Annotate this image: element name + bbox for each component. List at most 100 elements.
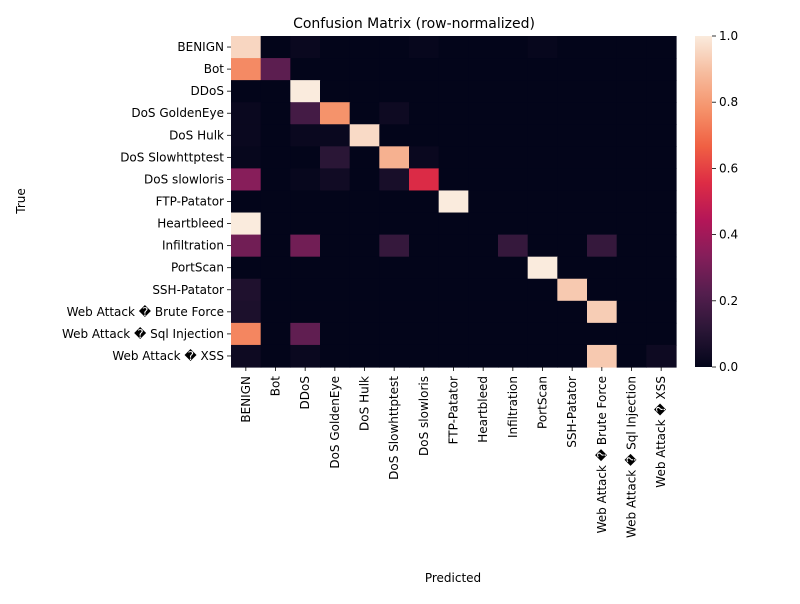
heatmap-cell (379, 168, 410, 192)
heatmap-cell (320, 234, 351, 258)
colorbar-tick-label: 0.2 (719, 294, 738, 308)
heatmap-cell (409, 146, 440, 169)
heatmap-cell (409, 80, 440, 103)
y-tick-label: Web Attack � Sql Injection (62, 327, 224, 341)
x-tick-label: Web Attack � Brute Force (595, 376, 609, 533)
y-tick-label: Infiltration (162, 239, 224, 253)
heatmap-cell (438, 322, 469, 346)
y-tick-label: PortScan (171, 261, 224, 275)
heatmap-cell (349, 124, 380, 147)
heatmap-cell (349, 234, 380, 258)
heatmap-cell (616, 168, 647, 192)
heatmap-cell (320, 212, 351, 236)
heatmap-cell (587, 124, 618, 147)
heatmap-cell (498, 344, 529, 368)
heatmap-cell (409, 300, 440, 324)
x-tick-labels: BENIGN Bot DDoS DoS GoldenEye DoS Hulk DoS Sl… (239, 367, 668, 538)
heatmap-cell (438, 168, 469, 192)
heatmap-cell (290, 190, 321, 214)
heatmap-cell (290, 322, 321, 346)
heatmap-cell (468, 146, 499, 169)
heatmap-cell (646, 344, 677, 368)
heatmap-cells (231, 36, 677, 368)
y-tick-label: BENIGN (177, 40, 224, 54)
heatmap-cell (587, 80, 618, 103)
heatmap-cell (290, 278, 321, 302)
heatmap-cell (646, 300, 677, 324)
heatmap-cell (260, 212, 291, 236)
heatmap-cell (349, 36, 380, 59)
colorbar-gradient (695, 36, 712, 367)
heatmap-cell (349, 168, 380, 192)
heatmap-cell (409, 212, 440, 236)
heatmap-cell (349, 190, 380, 214)
x-tick-label: Bot (269, 376, 283, 397)
heatmap-cell (468, 124, 499, 147)
heatmap-cell (498, 168, 529, 192)
heatmap-cell (260, 256, 291, 280)
heatmap-cell (468, 256, 499, 280)
heatmap-cell (260, 146, 291, 169)
x-tick-label: Heartbleed (476, 376, 490, 443)
heatmap-cell (320, 322, 351, 346)
heatmap-cell (290, 102, 321, 125)
heatmap-cell (438, 190, 469, 214)
heatmap-cell (231, 344, 262, 368)
heatmap-cell (587, 212, 618, 236)
heatmap-cell (468, 80, 499, 103)
heatmap-cell (260, 80, 291, 103)
heatmap-cell (527, 146, 558, 169)
heatmap-cell (616, 344, 647, 368)
heatmap-cell (616, 212, 647, 236)
heatmap-cell (527, 344, 558, 368)
x-tick-label: DDoS (298, 376, 312, 409)
heatmap-cell (587, 190, 618, 214)
heatmap-cell (557, 234, 588, 258)
heatmap-cell (231, 234, 262, 258)
heatmap-cell (557, 124, 588, 147)
heatmap-cell (231, 80, 262, 103)
heatmap-cell (616, 256, 647, 280)
heatmap-cell (557, 212, 588, 236)
heatmap-cell (616, 36, 647, 59)
heatmap-cell (646, 102, 677, 125)
heatmap-cell (231, 58, 262, 81)
heatmap-cell (616, 102, 647, 125)
heatmap-cell (231, 124, 262, 147)
heatmap-cell (616, 322, 647, 346)
heatmap-cell (231, 168, 262, 192)
x-tick-label: DoS Hulk (358, 376, 372, 431)
heatmap-cell (527, 80, 558, 103)
heatmap-cell (527, 278, 558, 302)
heatmap-cell (557, 300, 588, 324)
heatmap-cell (498, 80, 529, 103)
heatmap-cell (379, 256, 410, 280)
heatmap-cell (409, 190, 440, 214)
y-tick-label: Bot (204, 62, 225, 76)
heatmap-cell (527, 168, 558, 192)
heatmap-cell (320, 300, 351, 324)
x-tick-label: Web Attack � XSS (654, 376, 668, 488)
heatmap-cell (260, 102, 291, 125)
heatmap-cell (438, 256, 469, 280)
heatmap-cell (320, 80, 351, 103)
heatmap-cell (349, 58, 380, 81)
heatmap-cell (587, 322, 618, 346)
heatmap-cell (320, 344, 351, 368)
heatmap-cell (557, 58, 588, 81)
heatmap-cell (409, 102, 440, 125)
heatmap-cell (290, 146, 321, 169)
heatmap-cell (379, 344, 410, 368)
heatmap-cell (498, 36, 529, 59)
heatmap-cell (527, 102, 558, 125)
heatmap-cell (498, 124, 529, 147)
heatmap-cell (468, 212, 499, 236)
heatmap-cell (349, 102, 380, 125)
heatmap-cell (557, 80, 588, 103)
chart-title: Confusion Matrix (row-normalized) (293, 16, 535, 32)
heatmap-cell (646, 212, 677, 236)
heatmap-cell (379, 190, 410, 214)
heatmap-cell (587, 36, 618, 59)
heatmap-cell (290, 300, 321, 324)
heatmap-cell (260, 124, 291, 147)
